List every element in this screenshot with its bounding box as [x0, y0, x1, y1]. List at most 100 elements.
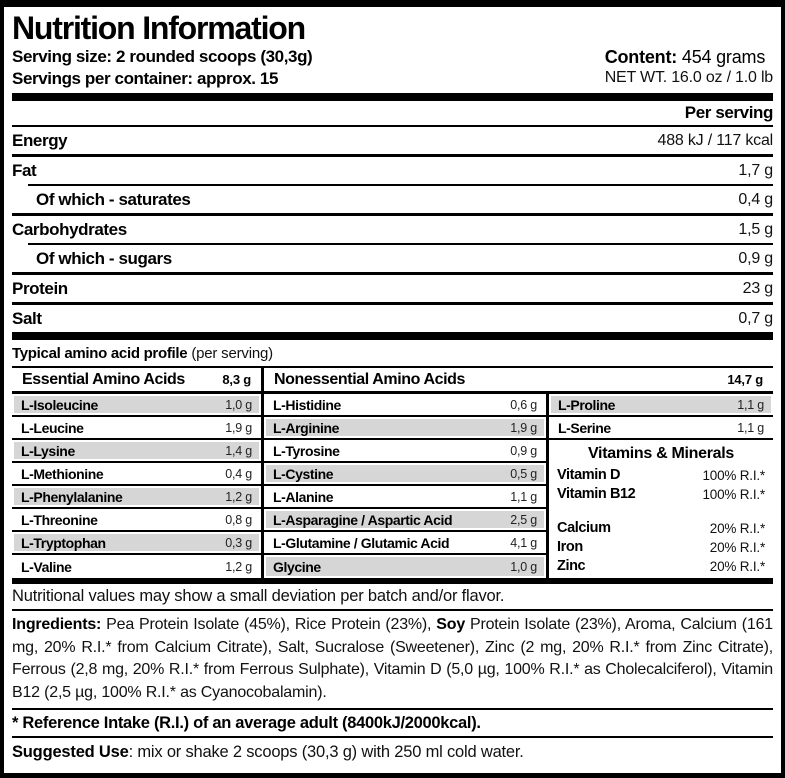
amino-row: L-Glutamine / Glutamic Acid 4,1 g	[264, 532, 546, 555]
mineral-name: Calcium	[557, 520, 611, 536]
essential-total: 8,3 g	[222, 372, 251, 387]
divider-bar	[12, 332, 773, 340]
nutrient-label: Protein	[12, 278, 68, 298]
net-weight: NET WT. 16.0 oz / 1.0 lb	[604, 69, 774, 86]
amino-value: 1,1 g	[737, 420, 764, 435]
amino-value: 1,4 g	[225, 443, 252, 458]
nonessential-total: 14,7 g	[727, 372, 763, 387]
content-line: Content: 454 grams	[605, 46, 773, 68]
amino-row: L-Asparagine / Aspartic Acid 2,5 g	[264, 509, 546, 532]
suggested-use-label: Suggested Use	[12, 742, 129, 761]
content-info: Content: 454 grams NET WT. 16.0 oz / 1.0…	[604, 46, 774, 88]
nutrient-value: 1,5 g	[738, 220, 773, 238]
vitamin-row: Vitamin D 100% R.I.*	[557, 466, 765, 485]
amino-value: 1,0 g	[510, 559, 537, 574]
mineral-name: Zinc	[557, 558, 586, 574]
amino-name: Glycine	[273, 558, 321, 575]
nutrient-label: Of which - sugars	[36, 248, 172, 268]
amino-acid-table: Essential Amino Acids 8,3 g Nonessential…	[12, 366, 773, 584]
amino-row: L-Histidine 0,6 g	[264, 394, 546, 417]
amino-name: L-Tryptophan	[21, 534, 106, 551]
amino-value: 1,1 g	[737, 397, 764, 412]
ingredients-text-2: Protein Isolate (23%), Aroma, Calcium (1…	[12, 616, 773, 701]
nutrient-row-energy: Energy 488 kJ / 117 kcal	[12, 127, 773, 154]
nutrient-label: Carbohydrates	[12, 219, 127, 239]
amino-row: L-Isoleucine 1,0 g	[12, 394, 261, 417]
nutrient-label: Fat	[12, 160, 37, 180]
amino-name: L-Alanine	[273, 488, 334, 505]
amino-value: 1,2 g	[225, 489, 252, 504]
mineral-value: 20% R.I.*	[709, 521, 765, 536]
vitamins-minerals-block: Vitamins & Minerals Vitamin D 100% R.I.* …	[549, 440, 773, 576]
nutrient-value: 0,9 g	[738, 249, 773, 267]
ingredients-paragraph: Ingredients: Pea Protein Isolate (45%), …	[12, 611, 773, 710]
amino-row: L-Serine 1,1 g	[549, 417, 773, 440]
essential-header-label: Essential Amino Acids	[22, 370, 185, 388]
nutrient-value: 0,4 g	[738, 190, 773, 208]
amino-name: L-Tyrosine	[273, 442, 340, 459]
amino-name: L-Valine	[21, 558, 72, 575]
nutrient-row-salt: Salt 0,7 g	[12, 305, 773, 332]
suggested-use-text: : mix or shake 2 scoops (30,3 g) with 25…	[128, 742, 524, 761]
page-title: Nutrition Information	[12, 10, 306, 46]
divider-bar	[12, 93, 773, 101]
vitamin-name: Vitamin B12	[557, 486, 636, 502]
divider	[12, 302, 773, 305]
amino-value: 0,5 g	[510, 466, 537, 481]
amino-value: 1,1 g	[510, 489, 537, 504]
amino-row: L-Proline 1,1 g	[549, 394, 773, 417]
amino-name: L-Threonine	[21, 511, 98, 528]
amino-value: 2,5 g	[510, 512, 537, 527]
amino-row: L-Cystine 0,5 g	[264, 463, 546, 486]
amino-row: L-Tyrosine 0,9 g	[264, 440, 546, 463]
amino-name: L-Cystine	[273, 465, 334, 482]
amino-name: L-Histidine	[273, 396, 341, 413]
amino-table-body: L-Isoleucine 1,0 g L-Leucine 1,9 g L-Lysin…	[12, 394, 773, 578]
label-header: Serving size: 2 rounded scoops (30,3g) S…	[12, 46, 773, 93]
divider	[12, 154, 773, 157]
amino-row: L-Alanine 1,1 g	[264, 486, 546, 509]
amino-row: L-Methionine 0,4 g	[12, 463, 261, 486]
amino-profile-title: Typical amino acid profile (per serving)	[12, 340, 773, 366]
mineral-value: 20% R.I.*	[709, 559, 765, 574]
nutrient-row-protein: Protein 23 g	[12, 275, 773, 302]
suggested-use-note: Suggested Use: mix or shake 2 scoops (30…	[12, 738, 773, 766]
vitamin-name: Vitamin D	[557, 467, 621, 483]
mineral-row: Calcium 20% R.I.*	[557, 519, 765, 538]
essential-header-cell: Essential Amino Acids 8,3 g	[12, 368, 264, 391]
divider	[28, 184, 773, 186]
amino-value: 1,9 g	[225, 420, 252, 435]
mineral-row: Zinc 20% R.I.*	[557, 557, 765, 576]
vitamin-row: Vitamin B12 100% R.I.*	[557, 485, 765, 504]
amino-name: L-Proline	[558, 396, 616, 413]
essential-column: L-Isoleucine 1,0 g L-Leucine 1,9 g L-Lysin…	[12, 394, 264, 578]
amino-value: 4,1 g	[510, 535, 537, 550]
serving-size: Serving size: 2 rounded scoops (30,3g)	[12, 47, 313, 66]
divider	[28, 243, 773, 245]
amino-table-header: Essential Amino Acids 8,3 g Nonessential…	[12, 368, 773, 394]
amino-name: L-Lysine	[21, 442, 75, 459]
amino-row: Glycine 1,0 g	[264, 555, 546, 578]
nutrient-label: Salt	[12, 308, 42, 328]
servings-per-container: Servings per container: approx. 15	[12, 69, 279, 88]
divider	[12, 213, 773, 216]
per-serving-column-header: Per serving	[684, 103, 774, 122]
nutrient-value: 23 g	[742, 279, 774, 297]
divider	[12, 125, 773, 127]
amino-name: L-Serine	[558, 419, 611, 436]
spacer	[557, 504, 765, 519]
amino-name: L-Leucine	[21, 419, 84, 436]
divider	[12, 272, 773, 275]
ingredients-soy-bold: Soy	[436, 616, 466, 633]
mineral-row: Iron 20% R.I.*	[557, 538, 765, 557]
reference-intake-note: * Reference Intake (R.I.) of an average …	[12, 710, 773, 738]
nonessential-column: L-Histidine 0,6 g L-Arginine 1,9 g L-Tyros…	[264, 394, 549, 578]
nutrient-row-carbohydrates: Carbohydrates 1,5 g	[12, 216, 773, 243]
amino-row: L-Threonine 0,8 g	[12, 509, 261, 532]
proline-vitamins-column: L-Proline 1,1 g L-Serine 1,1 g Vitamins & …	[549, 394, 773, 578]
amino-name: L-Isoleucine	[21, 396, 98, 413]
divider-bar	[12, 578, 773, 584]
nonessential-header-cell: Nonessential Amino Acids 14,7 g	[264, 368, 773, 391]
ingredients-label: Ingredients:	[12, 616, 102, 633]
